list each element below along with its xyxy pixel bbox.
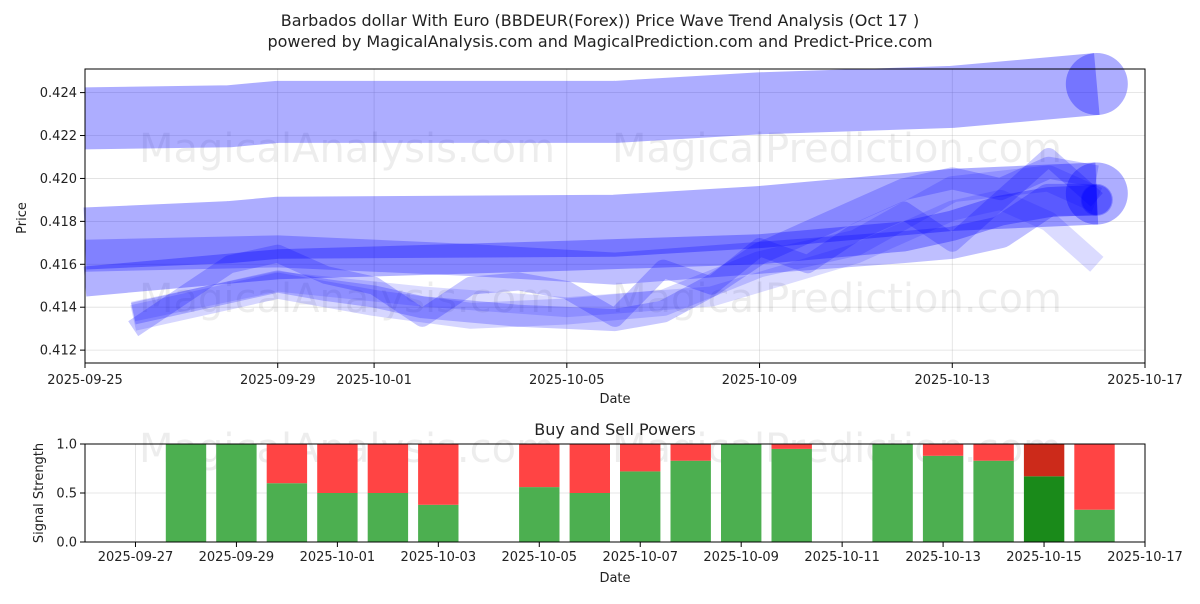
series-band-lower [83, 184, 1098, 297]
y-tick-label: 0.418 [40, 215, 77, 230]
y-tick-label: 0.416 [40, 258, 77, 273]
x-tick-label: 2025-10-13 [914, 373, 990, 388]
watermark: MagicalAnalysis.com [139, 276, 555, 322]
figure-title-line1: Barbados dollar With Euro (BBDEUR(Forex)… [281, 11, 919, 30]
sell-bar [1023, 444, 1065, 477]
buy-bar [872, 444, 913, 542]
x-tick-label: 2025-09-25 [47, 373, 123, 388]
price-series-group [83, 53, 1128, 337]
x-tick-label: 2025-10-01 [300, 550, 376, 565]
series-wave-1 [130, 156, 1099, 332]
buy-bar [973, 460, 1014, 542]
sell-bar [973, 444, 1014, 461]
series-wave-4 [131, 189, 1104, 322]
figure-title-line2: powered by MagicalAnalysis.com and Magic… [267, 32, 932, 51]
x-tick-label: 2025-10-05 [502, 550, 578, 565]
sell-bar [266, 444, 308, 484]
sell-bar [367, 444, 409, 493]
signal-bars-group [165, 444, 1115, 542]
y-tick-label: 0.5 [56, 487, 77, 502]
sell-bar [418, 444, 459, 505]
buy-bar [1074, 509, 1115, 542]
series-band-middle [83, 162, 1099, 270]
watermark: MagicalAnalysis.com [139, 126, 555, 172]
x-tick-label: 2025-10-05 [529, 373, 605, 388]
x-tick-label: 2025-10-11 [804, 550, 880, 565]
sell-bar [620, 444, 661, 472]
series-end-band-lower [1081, 184, 1112, 215]
sell-bar [569, 444, 610, 493]
y-tick-label: 1.0 [56, 438, 77, 453]
series-end-trend-flat [1080, 183, 1113, 216]
signal-chart-title: Buy and Sell Powers [534, 420, 696, 439]
sell-bar [670, 444, 711, 461]
watermark: MagicalPrediction.com [612, 126, 1062, 172]
x-tick-label: 2025-10-07 [602, 550, 678, 565]
buy-bar [266, 483, 308, 542]
series-band-upper [84, 53, 1100, 150]
x-tick-label: 2025-10-13 [905, 550, 981, 565]
series-trend-flat [84, 183, 1097, 285]
signal-chart-ylabel: Signal Strength [32, 443, 47, 543]
price-chart-frame [84, 68, 1146, 364]
price-chart-watermarks: MagicalAnalysis.com MagicalPrediction.co… [139, 126, 1062, 322]
x-tick-label: 2025-10-17 [1107, 550, 1183, 565]
x-tick-label: 2025-10-15 [1006, 550, 1082, 565]
buy-bar [418, 504, 459, 542]
series-end-band-upper [1065, 53, 1128, 116]
y-tick-label: 0.420 [40, 172, 77, 187]
signal-chart-y-axis: 0.0 0.5 1.0 [56, 438, 85, 551]
buy-bar [721, 444, 762, 542]
buy-bar [165, 444, 207, 542]
x-tick-label: 2025-10-01 [336, 373, 412, 388]
price-chart: MagicalAnalysis.com MagicalPrediction.co… [15, 53, 1183, 407]
buy-bar [317, 493, 358, 542]
x-tick-label: 2025-10-17 [1107, 373, 1183, 388]
x-tick-label: 2025-10-09 [722, 373, 798, 388]
buy-bar [620, 471, 661, 542]
y-tick-label: 0.422 [40, 129, 77, 144]
y-tick-label: 0.414 [40, 301, 77, 316]
buy-bar [670, 460, 711, 542]
series-end-band-middle [1065, 162, 1128, 225]
y-tick-label: 0.424 [40, 86, 77, 101]
watermark: MagicalPrediction.com [612, 276, 1062, 322]
sell-bar [317, 444, 358, 493]
buy-bar [1023, 476, 1065, 542]
x-tick-label: 2025-09-29 [199, 550, 275, 565]
buy-bar [519, 487, 560, 542]
signal-chart-xlabel: Date [599, 571, 630, 586]
signal-chart: Buy and Sell Powers MagicalAnalysis.com … [32, 420, 1183, 586]
x-tick-label: 2025-10-03 [401, 550, 477, 565]
price-chart-ylabel: Price [15, 202, 30, 234]
sell-bar [771, 444, 812, 449]
buy-bar [771, 448, 812, 542]
x-tick-label: 2025-09-29 [240, 373, 316, 388]
sell-bar [1074, 444, 1115, 510]
x-tick-label: 2025-09-27 [98, 550, 174, 565]
x-tick-label: 2025-10-09 [703, 550, 779, 565]
sell-bar [922, 444, 964, 456]
price-chart-y-axis: 0.412 0.414 0.416 0.418 0.420 0.422 0.424 [40, 86, 85, 359]
buy-bar [367, 493, 409, 542]
y-tick-label: 0.0 [56, 536, 77, 551]
price-chart-xlabel: Date [599, 392, 630, 407]
buy-bar [216, 444, 257, 542]
price-chart-grid [84, 69, 1146, 363]
series-wave-2 [128, 148, 1103, 337]
y-tick-label: 0.412 [40, 344, 77, 359]
buy-bar [569, 493, 610, 542]
series-wave-3 [130, 165, 1103, 331]
signal-chart-x-axis: 2025-09-27 2025-09-29 2025-10-01 2025-10-03… [98, 542, 1183, 565]
buy-bar [922, 455, 964, 542]
price-chart-x-axis: 2025-09-25 2025-09-29 2025-10-01 2025-10-05… [47, 363, 1183, 388]
sell-bar [519, 444, 560, 488]
